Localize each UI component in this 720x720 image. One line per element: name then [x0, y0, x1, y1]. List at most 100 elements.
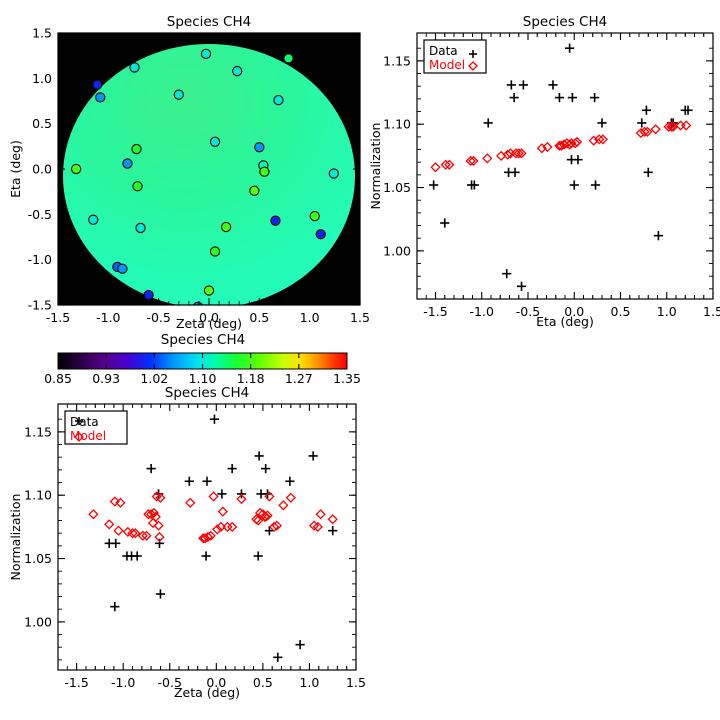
zeta-model-marker [312, 521, 323, 532]
zeta-ytick-label: 1.00 [24, 614, 52, 629]
zeta-data-marker [308, 451, 318, 461]
zeta-model-marker [212, 524, 223, 535]
eta-model-marker [588, 135, 599, 146]
map-xtick-label: -1.5 [46, 310, 70, 325]
zeta-points [88, 414, 338, 662]
zeta-data-marker [273, 652, 283, 662]
eta-model-marker [482, 153, 493, 164]
eta-model-marker [554, 140, 565, 151]
eta-legend-data-icon [469, 50, 477, 58]
zeta-xtick-label: 1.5 [346, 675, 366, 690]
map-ytick-label: -1.0 [28, 252, 52, 267]
zeta-model-marker [185, 497, 196, 508]
map-observation-marker [315, 229, 326, 240]
zeta-data-marker [111, 538, 121, 548]
zeta-ytick-label: 1.05 [24, 551, 52, 566]
eta-title: Species CH4 [523, 14, 607, 30]
eta-model-marker [666, 121, 677, 132]
eta-xlabel: Eta (deg) [536, 314, 594, 329]
eta-data-marker [510, 167, 520, 177]
colorbar-tick-label: 1.27 [285, 371, 313, 386]
eta-data-marker [509, 93, 519, 103]
eta-model-marker [681, 120, 692, 131]
zeta-legend: Data Model [64, 410, 128, 445]
zeta-model-marker [146, 509, 157, 520]
zeta-model-marker [115, 497, 126, 508]
map-observation-marker [173, 89, 184, 100]
colorbar-tick-label: 0.93 [92, 371, 120, 386]
map-observation-marker [254, 142, 265, 153]
zeta-model-marker [264, 491, 275, 502]
eta-data-marker [483, 118, 493, 128]
map-title: Species CH4 [167, 14, 251, 30]
zeta-model-marker [327, 514, 338, 525]
zeta-model-marker [205, 530, 216, 541]
colorbar-tick-label: 1.02 [140, 371, 168, 386]
eta-data-marker [548, 80, 558, 90]
eta-xtick-label: -1.5 [423, 304, 447, 319]
zeta-model-marker [141, 530, 152, 541]
zeta-model-marker [262, 510, 273, 521]
zeta-model-marker [202, 531, 214, 543]
eta-ylabel: Normalization [368, 123, 383, 210]
map-xtick-label: 0.0 [199, 310, 219, 325]
zeta-data-marker [202, 476, 212, 486]
map-observation-marker [95, 92, 106, 103]
map-ytick-label: 1.5 [32, 26, 52, 41]
zeta-model-marker [88, 509, 99, 520]
map-observation-marker [122, 158, 133, 169]
eta-data-marker [567, 93, 577, 103]
eta-data-marker [637, 118, 647, 128]
zeta-model-marker [155, 492, 166, 503]
zeta-model-marker [222, 521, 233, 532]
map-observation-marker [70, 163, 82, 175]
zeta-data-marker [254, 451, 264, 461]
disk-shape [63, 44, 355, 305]
map-observation-marker [328, 168, 339, 179]
zeta-legend-data-icon [75, 417, 83, 425]
eta-xtick-label: 1.5 [703, 304, 720, 319]
zeta-data-marker [209, 414, 220, 424]
map-observation-marker [232, 65, 243, 77]
zeta-model-marker [104, 519, 115, 530]
map-observation-marker [270, 215, 281, 226]
eta-data-marker [518, 80, 528, 90]
eta-data-marker [683, 105, 693, 115]
map-observation-marker [135, 222, 146, 234]
zeta-model-marker [278, 500, 289, 511]
map-observation-marker [92, 79, 103, 90]
eta-model-marker [571, 136, 583, 148]
eta-ytick-label: 1.05 [383, 180, 411, 195]
zeta-model-marker [127, 528, 138, 539]
map-ytick-label: 0.0 [32, 162, 52, 177]
map-ytick-label: -1.5 [28, 298, 52, 313]
eta-legend-model-label: Model [429, 58, 465, 72]
colorbar-title: Species CH4 [161, 332, 245, 348]
zeta-model-marker [113, 525, 124, 536]
zeta-xtick-label: 1.0 [299, 675, 319, 690]
zeta-title: Species CH4 [165, 385, 249, 401]
eta-model-marker [594, 134, 605, 145]
colorbar-tick-label: 0.85 [44, 371, 72, 386]
map-xlabel: Zeta (deg) [176, 316, 242, 331]
panel-zeta: Species CH4 -1.5 -1.0 -0.5 0.0 0.5 1.0 1.5 1.15… [8, 385, 366, 700]
eta-model-marker [561, 138, 572, 149]
map-ytick-label: 1.0 [32, 71, 52, 86]
map-observation-marker [309, 210, 320, 222]
eta-data-marker [641, 105, 651, 115]
map-xtick-label: 0.5 [249, 310, 269, 325]
zeta-xtick-label: -1.5 [64, 675, 88, 690]
zeta-legend-box [64, 410, 128, 445]
map-xtick-label: 1.5 [350, 310, 370, 325]
eta-legend: Data Model [423, 39, 487, 74]
eta-model-marker [465, 155, 476, 167]
eta-legend-data-label: Data [429, 44, 458, 58]
zeta-ylabel: Normalization [8, 494, 23, 581]
eta-data-marker [440, 218, 450, 228]
eta-model-marker [566, 138, 577, 149]
eta-model-marker [597, 134, 609, 145]
eta-data-marker [643, 167, 653, 177]
map-observation-marker [259, 166, 270, 177]
map-observation-marker [88, 214, 99, 225]
eta-data-marker [565, 43, 575, 53]
